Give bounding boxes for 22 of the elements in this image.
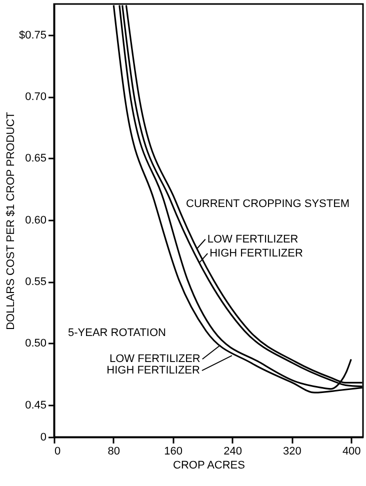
x-tick-label: 80 [108,446,120,458]
x-tick-label: 400 [342,446,361,458]
y-tick-label: 0.55 [25,276,46,288]
annotation: CURRENT CROPPING SYSTEM [186,198,350,210]
y-tick-label: 0.45 [25,399,46,412]
annotation: LOW FERTILIZER [110,353,200,366]
y-axis-title: DOLLARS COST PER $1 CROP PRODUCT [4,112,17,330]
x-tick-label: 160 [164,446,183,458]
y-tick-label: 0.65 [25,152,46,165]
annotation: 5-YEAR ROTATION [68,327,166,339]
x-tick-label: 0 [54,446,61,458]
x-tick-label: 320 [283,446,302,458]
y-tick-label: 0.60 [25,214,46,226]
x-axis-title: CROP ACRES [173,460,245,472]
annotation: HIGH FERTILIZER [106,364,200,377]
y-tick-label: 0 [40,432,46,444]
y-tick-label: $0.75 [18,29,46,42]
annotation: LOW FERTILIZER [207,233,298,246]
annotation: HIGH FERTILIZER [210,247,303,260]
x-tick-label: 240 [224,446,242,458]
y-tick-label: 0.70 [25,91,46,104]
y-tick-label: 0.50 [25,338,46,350]
